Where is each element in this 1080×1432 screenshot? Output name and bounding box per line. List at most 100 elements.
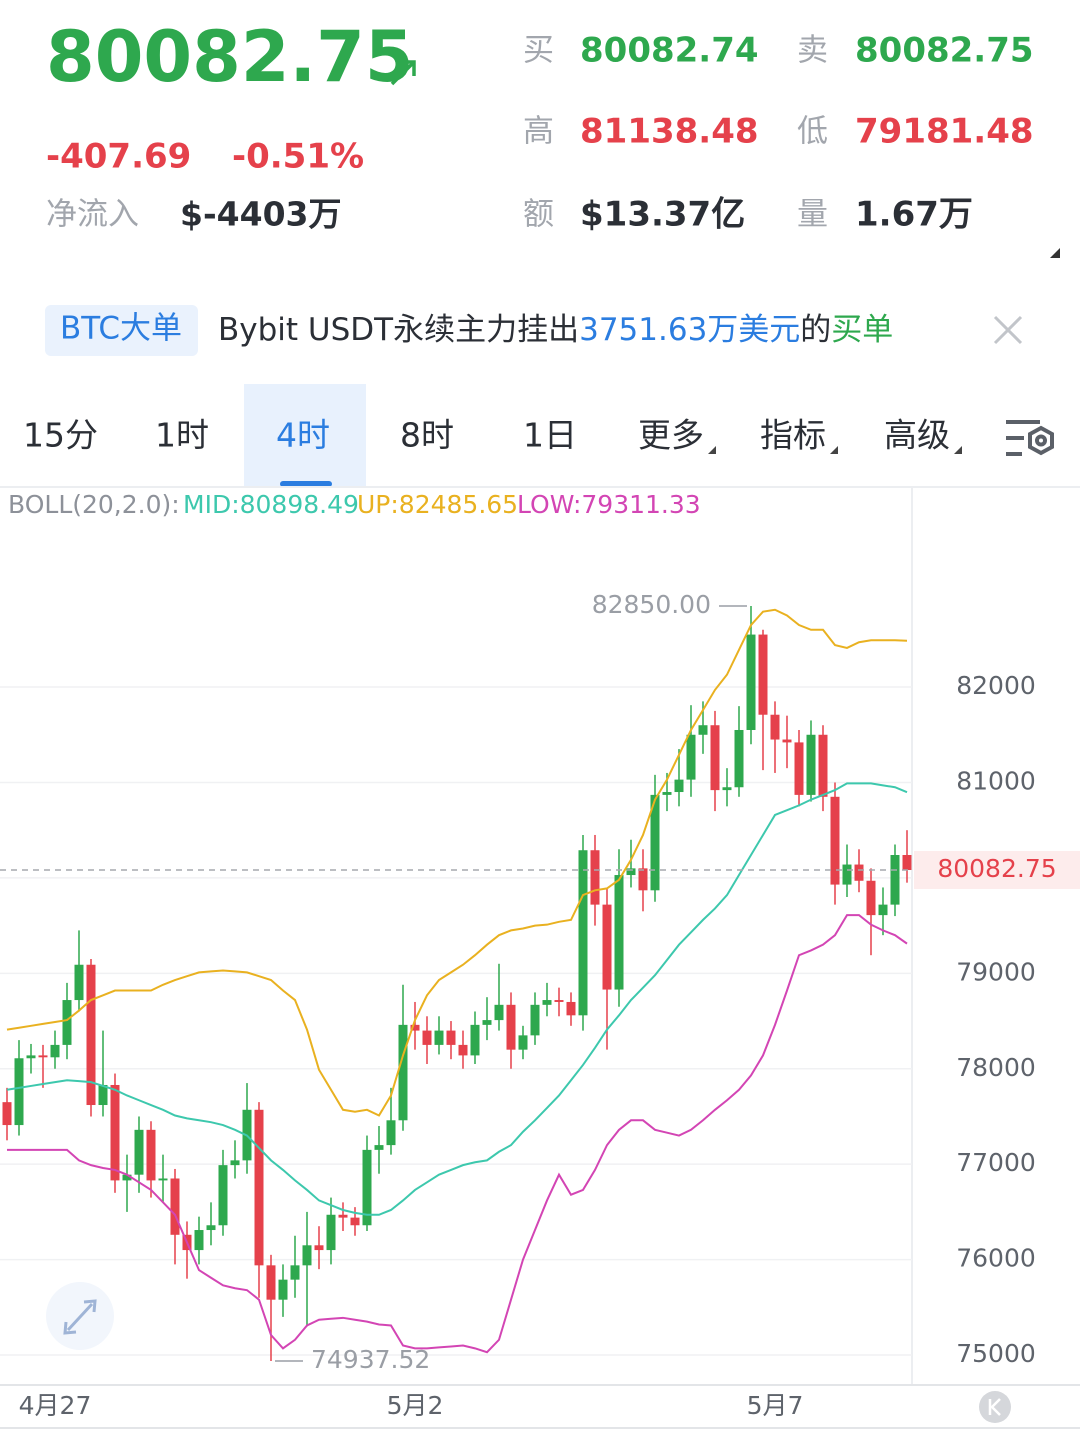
active-tab-underline (280, 481, 332, 487)
candle-body (470, 1024, 480, 1056)
change: -407.69 (46, 137, 191, 177)
candle-body (170, 1178, 180, 1235)
menu-caret (954, 446, 962, 454)
candle-body (326, 1214, 336, 1251)
candle-body (302, 1245, 312, 1266)
candle-body (98, 1084, 108, 1106)
y-tick-label: 76000 (956, 1244, 1036, 1273)
candle-body (842, 864, 852, 885)
candle-body (74, 964, 84, 1001)
icon-hex (1028, 425, 1054, 456)
tag-bg (45, 305, 198, 356)
y-tick-label: 77000 (956, 1148, 1036, 1177)
candle-body (146, 1129, 156, 1181)
stat-value: $13.37亿 (580, 195, 745, 235)
candle-body (542, 1000, 552, 1005)
candle-body (554, 1000, 564, 1002)
tab[interactable]: 1时 (155, 416, 209, 455)
candle-body (230, 1160, 240, 1166)
candle-body (602, 904, 612, 990)
boll-line (6, 608, 908, 1117)
candle-body (566, 1001, 576, 1016)
candle-body (530, 1004, 540, 1036)
candle-body (314, 1245, 324, 1251)
candle-body (854, 864, 864, 881)
stat-label: 高 (523, 114, 554, 150)
candle-body (134, 1129, 144, 1175)
tab[interactable]: 1日 (523, 416, 577, 455)
candle-body (386, 1120, 396, 1146)
legend-entry: UP:82485.65 (357, 490, 518, 519)
tab[interactable]: 高级 (884, 416, 950, 455)
candle-body (638, 868, 648, 891)
tab[interactable]: 8时 (400, 416, 454, 455)
boll-line (7, 914, 908, 1354)
candle-body (518, 1035, 528, 1050)
min-label: 74937.52 (311, 1345, 430, 1374)
stat-value: 81138.48 (580, 112, 759, 152)
tabs: 15分 1时 4时 8时 1日 更多 指标 高级 (23, 384, 962, 487)
active-tab-bg (244, 384, 366, 487)
candle-body (266, 1265, 276, 1300)
stats: 买 80082.74 卖 80082.75 高 81138.48 低 79181.48 额 $13… (523, 31, 1034, 235)
candle-body (50, 1044, 60, 1058)
candle-body (446, 1030, 456, 1045)
legend-entry: LOW:79311.33 (517, 490, 701, 519)
banner-mid: 的 (800, 312, 831, 348)
candle-body (818, 734, 828, 797)
candle-body (458, 1044, 468, 1056)
candle-body (194, 1230, 204, 1251)
candle-body (14, 1058, 24, 1126)
candle-body (662, 792, 672, 795)
candle-body (746, 634, 756, 730)
candle-body (734, 729, 744, 788)
candle-body (830, 796, 840, 885)
candle-body (158, 1178, 168, 1181)
boll-line (6, 782, 908, 1216)
y-tick-label: 78000 (956, 1053, 1036, 1082)
candle-body (110, 1084, 120, 1181)
k-button[interactable] (979, 1391, 1011, 1423)
close-button[interactable] (993, 315, 1023, 345)
candle-body (866, 880, 876, 916)
candle-body (422, 1030, 432, 1045)
candle-body (290, 1265, 300, 1280)
icon-lines (1006, 420, 1040, 456)
y-tick-label: 75000 (956, 1339, 1036, 1368)
candle-body (278, 1279, 288, 1300)
candle-body (26, 1055, 36, 1059)
expand-icon (63, 1299, 97, 1335)
candle-body (206, 1225, 216, 1231)
candle-body (650, 794, 660, 891)
candle-body (482, 1020, 492, 1025)
candle-body (782, 739, 792, 743)
change-pct: -0.51% (232, 137, 364, 177)
inflow-value: $-4403万 (180, 195, 342, 234)
candle-body (626, 868, 636, 876)
tab[interactable]: 指标 (760, 416, 826, 455)
banner-text[interactable]: Bybit USDT永续主力挂出3751.63万美元的买单 (218, 312, 893, 348)
plot: 7500076000770007800079000800008100082000… (0, 490, 1080, 1420)
last-price-tag (914, 851, 1080, 890)
y-tick-label: 81000 (956, 766, 1036, 795)
corner-mark (1050, 248, 1060, 258)
banner-amount: 3751.63万美元 (579, 312, 800, 348)
tab[interactable]: 15分 (23, 416, 98, 455)
candle-body (698, 725, 708, 735)
candle-body (350, 1217, 360, 1226)
stat-value: 1.67万 (855, 195, 973, 235)
settings-icon[interactable] (1006, 420, 1054, 456)
x-tick-label: 5月7 (747, 1391, 804, 1420)
inflow-label: 净流入 (46, 197, 139, 233)
banner-action: 买单 (831, 312, 893, 348)
banner-main: Bybit USDT永续主力挂出 (218, 312, 579, 348)
candle-body (338, 1214, 348, 1218)
candle-body (86, 964, 96, 1106)
candle-body (122, 1174, 132, 1181)
tab[interactable]: 4时 (276, 416, 330, 455)
tab[interactable]: 更多 (638, 416, 704, 455)
candle-body (722, 787, 732, 791)
